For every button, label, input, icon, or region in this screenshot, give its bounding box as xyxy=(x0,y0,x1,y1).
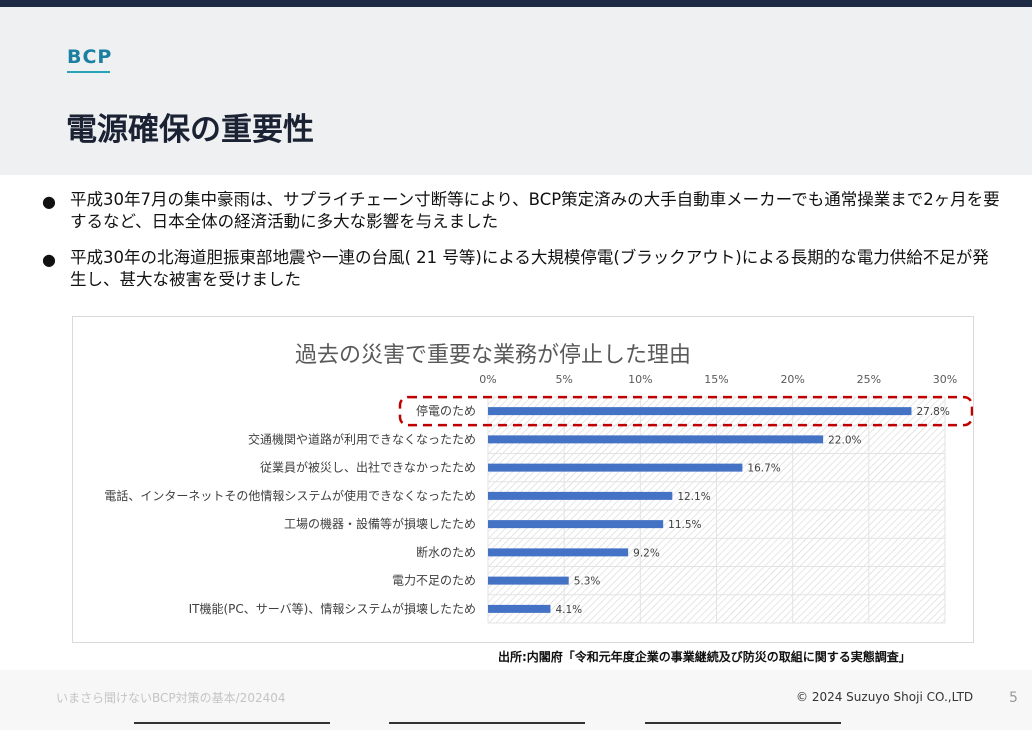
data-label: 11.5% xyxy=(668,519,701,531)
category-label: 停電のため xyxy=(416,403,476,418)
page-number: 5 xyxy=(1009,690,1018,706)
data-label: 27.8% xyxy=(916,406,949,418)
data-label: 4.1% xyxy=(555,604,582,616)
category-label: 交通機関や道路が利用できなくなったため xyxy=(248,431,476,446)
category-label: 工場の機器・設備等が損壊したため xyxy=(284,516,476,531)
x-tick-label: 15% xyxy=(704,373,728,386)
page-title: 電源確保の重要性 xyxy=(66,112,314,148)
x-tick-label: 5% xyxy=(555,373,572,386)
footer-rule xyxy=(134,722,330,724)
bullet-list: ● 平成30年7月の集中豪雨は、サプライチェーン寸断等により、BCP策定済みの大… xyxy=(40,189,1000,305)
x-tick-label: 30% xyxy=(933,373,957,386)
data-label: 16.7% xyxy=(747,463,780,475)
bar-chart: 過去の災害で重要な業務が停止した理由 0% 5% 10% 15% 20% 25% 30% 停電… xyxy=(104,343,973,624)
x-tick-label: 25% xyxy=(857,373,881,386)
bullet-text: 平成30年の北海道胆振東部地震や一連の台風( 21 号等)による大規模停電(ブラ… xyxy=(70,248,989,289)
footer-rule xyxy=(645,722,841,724)
footer-band xyxy=(0,670,1032,730)
bullet-dot-icon: ● xyxy=(42,192,56,211)
bar xyxy=(488,548,629,557)
bar xyxy=(488,435,824,444)
section-underline xyxy=(67,71,110,73)
bar xyxy=(488,604,551,613)
bar xyxy=(488,407,912,416)
bullet-item: ● 平成30年の北海道胆振東部地震や一連の台風( 21 号等)による大規模停電(… xyxy=(40,247,1000,291)
highlight-box xyxy=(398,395,973,427)
category-label: 従業員が被災し、出社できなかったため xyxy=(260,460,476,475)
data-label: 12.1% xyxy=(677,491,710,503)
data-label: 9.2% xyxy=(633,547,660,559)
x-tick-label: 10% xyxy=(628,373,652,386)
category-label: IT機能(PC、サーバ等)、情報システムが損壊したため xyxy=(189,601,476,616)
footer-document-title: いまさら聞けないBCP対策の基本/202404 xyxy=(56,691,286,705)
x-tick-label: 20% xyxy=(780,373,804,386)
bullet-text: 平成30年7月の集中豪雨は、サプライチェーン寸断等により、BCP策定済みの大手自… xyxy=(70,190,1000,231)
header-band xyxy=(0,7,1032,175)
bar xyxy=(488,463,743,472)
chart-title: 過去の災害で重要な業務が停止した理由 xyxy=(295,343,691,368)
x-tick-label: 0% xyxy=(479,373,496,386)
bullet-dot-icon: ● xyxy=(42,250,56,269)
footer-rule xyxy=(389,722,585,724)
footer-copyright: © 2024 Suzuyo Shoji CO.,LTD xyxy=(796,690,974,704)
data-label: 22.0% xyxy=(828,434,861,446)
category-label: 断水のため xyxy=(416,544,476,559)
data-label: 5.3% xyxy=(574,576,601,588)
source-note: 出所:内閣府「令和元年度企業の事業継続及び防災の取組に関する実態調査」 xyxy=(498,650,911,664)
bar xyxy=(488,520,664,529)
chart-frame: 過去の災害で重要な業務が停止した理由 0% 5% 10% 15% 20% 25% 30% 停電… xyxy=(72,316,974,643)
category-label: 電力不足のため xyxy=(392,574,476,588)
bar xyxy=(488,491,673,500)
category-label: 電話、インターネットその他情報システムが使用できなくなったため xyxy=(104,488,476,503)
section-label: BCP xyxy=(67,46,113,68)
top-rule xyxy=(0,0,1032,7)
bar xyxy=(488,576,569,585)
bullet-item: ● 平成30年7月の集中豪雨は、サプライチェーン寸断等により、BCP策定済みの大… xyxy=(40,189,1000,233)
